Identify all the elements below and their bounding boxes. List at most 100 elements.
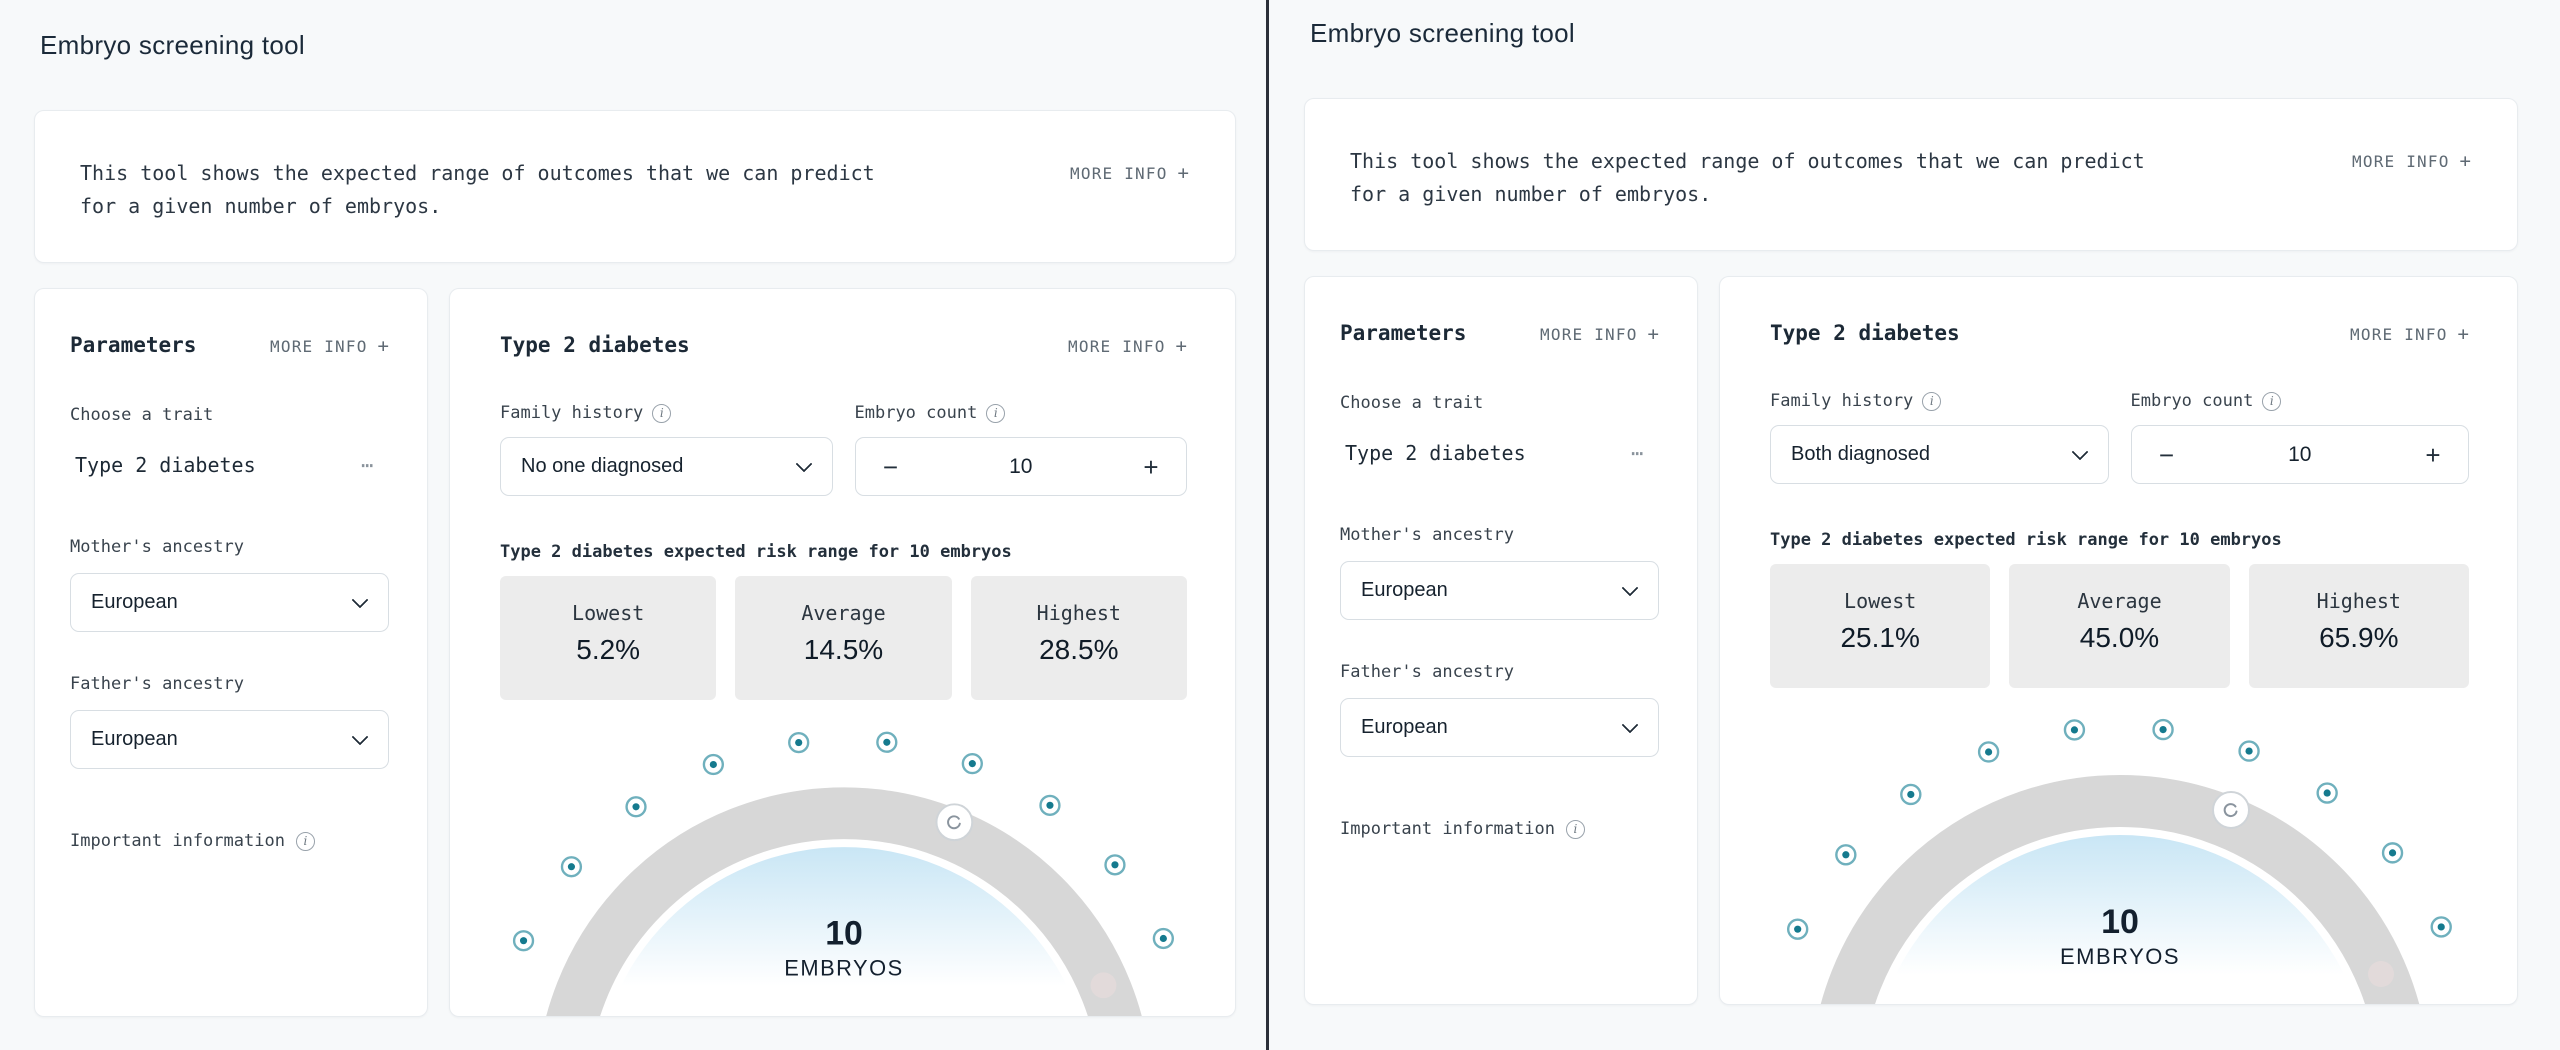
parameters-heading: Parameters (1340, 321, 1467, 345)
mother-ancestry-label: Mother's ancestry (70, 537, 244, 557)
embryo-gauge: 10 EMBRYOS (500, 700, 1187, 1016)
embryo-dot-center (1794, 925, 1802, 933)
gauge-unit: EMBRYOS (784, 955, 903, 980)
stat-value: 25.1% (1840, 622, 1920, 653)
chevron-down-icon (1621, 579, 1639, 596)
mother-ancestry-select[interactable]: European (70, 573, 389, 632)
family-history-value: No one diagnosed (521, 455, 684, 477)
embryo-count-label: Embryo count (854, 403, 978, 423)
embryo-dot-center (1907, 790, 1915, 799)
trait-card: Type 2 diabetes MORE INFO + Family histo… (449, 288, 1236, 1017)
stat-average: Average 45.0% (2009, 564, 2230, 688)
embryo-count-value: 10 (2288, 442, 2312, 466)
father-ancestry-select[interactable]: European (70, 710, 389, 769)
embryo-dot-center (519, 937, 528, 945)
important-information-label: Important information (1340, 819, 1555, 839)
more-info-label: MORE INFO (2350, 325, 2448, 344)
stat-value: 5.2% (576, 634, 641, 665)
more-info-button[interactable]: MORE INFO + (2352, 152, 2471, 172)
info-icon[interactable]: i (986, 403, 1006, 423)
embryo-dot-center (567, 863, 576, 871)
embryo-dot-center (2388, 849, 2397, 857)
trait-row: Type 2 diabetes ⋯ (70, 453, 389, 477)
embryo-dot-center (968, 760, 976, 768)
increment-button[interactable]: + (2414, 442, 2452, 468)
gauge-handle[interactable] (2212, 791, 2250, 829)
father-ancestry-label: Father's ancestry (1340, 662, 1514, 682)
panel-divider (1266, 0, 1269, 1050)
info-icon[interactable]: i (1922, 391, 1942, 411)
gauge-ring (546, 787, 1142, 1016)
controls-row: Family history i Both diagnosed Embryo c… (1770, 391, 2469, 484)
embryo-dot-center (2070, 726, 2079, 734)
stat-highest: Highest 65.9% (2248, 564, 2469, 688)
father-ancestry-value: European (91, 728, 178, 750)
trait-menu-button[interactable]: ⋯ (360, 453, 375, 477)
trait-heading: Type 2 diabetes (1770, 321, 1960, 345)
embryo-dot-center (1984, 748, 1993, 756)
family-history-select[interactable]: No one diagnosed (500, 437, 833, 496)
stat-label: Highest (1036, 601, 1121, 625)
intro-text: This tool shows the expected range of ou… (1350, 149, 2145, 206)
mother-ancestry-value: European (91, 591, 178, 613)
more-info-button[interactable]: MORE INFO + (1540, 323, 1659, 345)
decrement-button[interactable]: − (872, 454, 910, 480)
info-icon: i (1565, 819, 1585, 839)
important-information-link[interactable]: Important information i (70, 831, 389, 851)
family-history-select[interactable]: Both diagnosed (1770, 425, 2109, 484)
info-icon[interactable]: i (2262, 391, 2282, 411)
embryo-count-label-row: Embryo count i (2131, 391, 2470, 411)
more-info-button[interactable]: MORE INFO + (1070, 164, 1189, 184)
gauge-count: 10 (825, 914, 863, 952)
family-history-label: Family history (1770, 391, 1914, 411)
screening-panel-right: Embryo screening tool This tool shows th… (1269, 0, 2560, 1050)
decrement-button[interactable]: − (2148, 442, 2186, 468)
gauge-inner-disc (608, 847, 1080, 1016)
embryo-dot-center (2323, 789, 2331, 797)
info-icon[interactable]: i (652, 403, 672, 423)
more-info-label: MORE INFO (1070, 164, 1168, 183)
plus-icon: + (1647, 323, 1659, 345)
chevron-down-icon (351, 591, 369, 608)
important-information-label: Important information (70, 831, 285, 851)
gauge-handle[interactable] (935, 803, 974, 842)
embryo-dots (512, 731, 1174, 952)
trait-value: Type 2 diabetes (75, 453, 256, 477)
stat-value: 28.5% (1039, 634, 1119, 665)
father-ancestry-select[interactable]: European (1340, 698, 1659, 757)
embryo-count-control: Embryo count i − 10 + (854, 403, 1187, 496)
more-info-label: MORE INFO (1068, 337, 1166, 356)
more-info-button[interactable]: MORE INFO + (2350, 325, 2469, 345)
embryo-gauge: 10 EMBRYOS (1770, 688, 2469, 1004)
embryo-dot-center (632, 803, 640, 811)
screening-panel-left: Embryo screening tool This tool shows th… (0, 0, 1266, 1050)
trait-card-header: Type 2 diabetes MORE INFO + (1770, 321, 2469, 345)
intro-text: This tool shows the expected range of ou… (80, 161, 875, 218)
family-history-label-row: Family history i (500, 403, 833, 423)
chevron-down-icon (2071, 443, 2088, 460)
embryo-dot-center (709, 760, 717, 769)
important-information-link[interactable]: Important information i (1340, 819, 1659, 839)
gauge-ghost-marker (1090, 972, 1117, 999)
trait-heading: Type 2 diabetes (500, 333, 690, 357)
more-info-button[interactable]: MORE INFO + (1068, 337, 1187, 357)
trait-menu-button[interactable]: ⋯ (1630, 441, 1645, 465)
more-info-button[interactable]: MORE INFO + (270, 337, 389, 357)
embryo-dot-center (2437, 923, 2445, 931)
page-title: Embryo screening tool (1310, 18, 1575, 48)
embryo-count-stepper: − 10 + (854, 437, 1187, 496)
father-ancestry-value: European (1361, 716, 1448, 738)
increment-button[interactable]: + (1132, 454, 1170, 480)
stat-label: Lowest (572, 601, 645, 625)
cards-row: Parameters MORE INFO + Choose a trait Ty… (1304, 276, 2518, 1005)
stat-highest: Highest 28.5% (970, 576, 1187, 700)
stats-row: Lowest 5.2% Average 14.5% Highest 28.5% (500, 576, 1187, 700)
embryo-dots (1786, 718, 2452, 940)
family-history-label: Family history (500, 403, 644, 423)
family-history-value: Both diagnosed (1791, 443, 1931, 465)
gauge-ring (1820, 775, 2420, 1004)
stat-lowest: Lowest 25.1% (1770, 564, 1991, 688)
mother-ancestry-select[interactable]: European (1340, 561, 1659, 620)
family-history-control: Family history i No one diagnosed (500, 403, 833, 496)
embryo-count-label: Embryo count (2130, 391, 2254, 411)
